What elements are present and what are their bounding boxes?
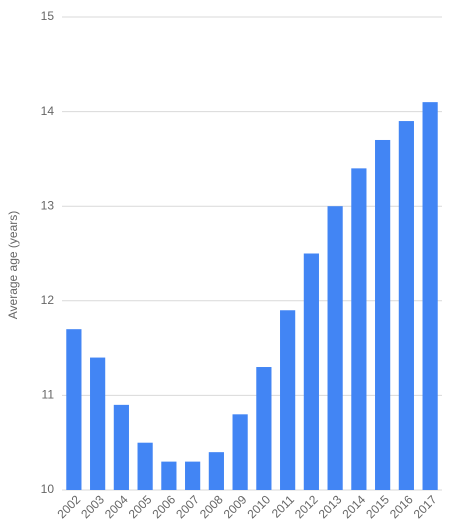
x-tick-label: 2008 <box>197 492 226 521</box>
x-tick-label: 2012 <box>292 492 321 521</box>
x-tick-label: 2017 <box>411 492 440 521</box>
y-tick-label: 13 <box>41 198 55 212</box>
bar <box>327 206 343 490</box>
bar <box>256 367 272 490</box>
x-tick-label: 2011 <box>269 492 297 520</box>
y-tick-label: 14 <box>41 104 55 118</box>
bar <box>90 357 106 490</box>
bar <box>113 404 129 490</box>
y-tick-label: 10 <box>41 482 55 496</box>
bar <box>185 461 201 490</box>
x-tick-label: 2013 <box>316 492 345 521</box>
x-tick-label: 2015 <box>363 492 392 521</box>
y-tick-label: 15 <box>41 9 55 23</box>
bar <box>375 139 391 491</box>
x-tick-label: 2014 <box>339 492 368 521</box>
bar <box>303 253 319 490</box>
x-tick-label: 2004 <box>102 492 131 521</box>
bar <box>232 414 248 490</box>
x-tick-label: 2005 <box>126 492 155 521</box>
bar <box>280 310 296 490</box>
bar <box>208 452 224 490</box>
y-tick-label: 12 <box>41 293 55 307</box>
y-axis-label: Average age (years) <box>6 211 20 320</box>
bar <box>422 102 438 490</box>
x-tick-label: 2009 <box>221 492 250 521</box>
x-tick-label: 2002 <box>54 492 83 521</box>
bar <box>137 442 153 490</box>
bar <box>398 121 414 490</box>
y-tick-label: 11 <box>42 388 55 402</box>
bar <box>66 329 82 490</box>
bar <box>161 461 177 490</box>
bar <box>351 168 367 491</box>
x-tick-label: 2006 <box>149 492 178 521</box>
x-tick-label: 2003 <box>78 492 107 521</box>
x-tick-label: 2007 <box>173 492 202 521</box>
x-tick-label: 2010 <box>244 492 273 521</box>
x-tick-label: 2016 <box>387 492 416 521</box>
